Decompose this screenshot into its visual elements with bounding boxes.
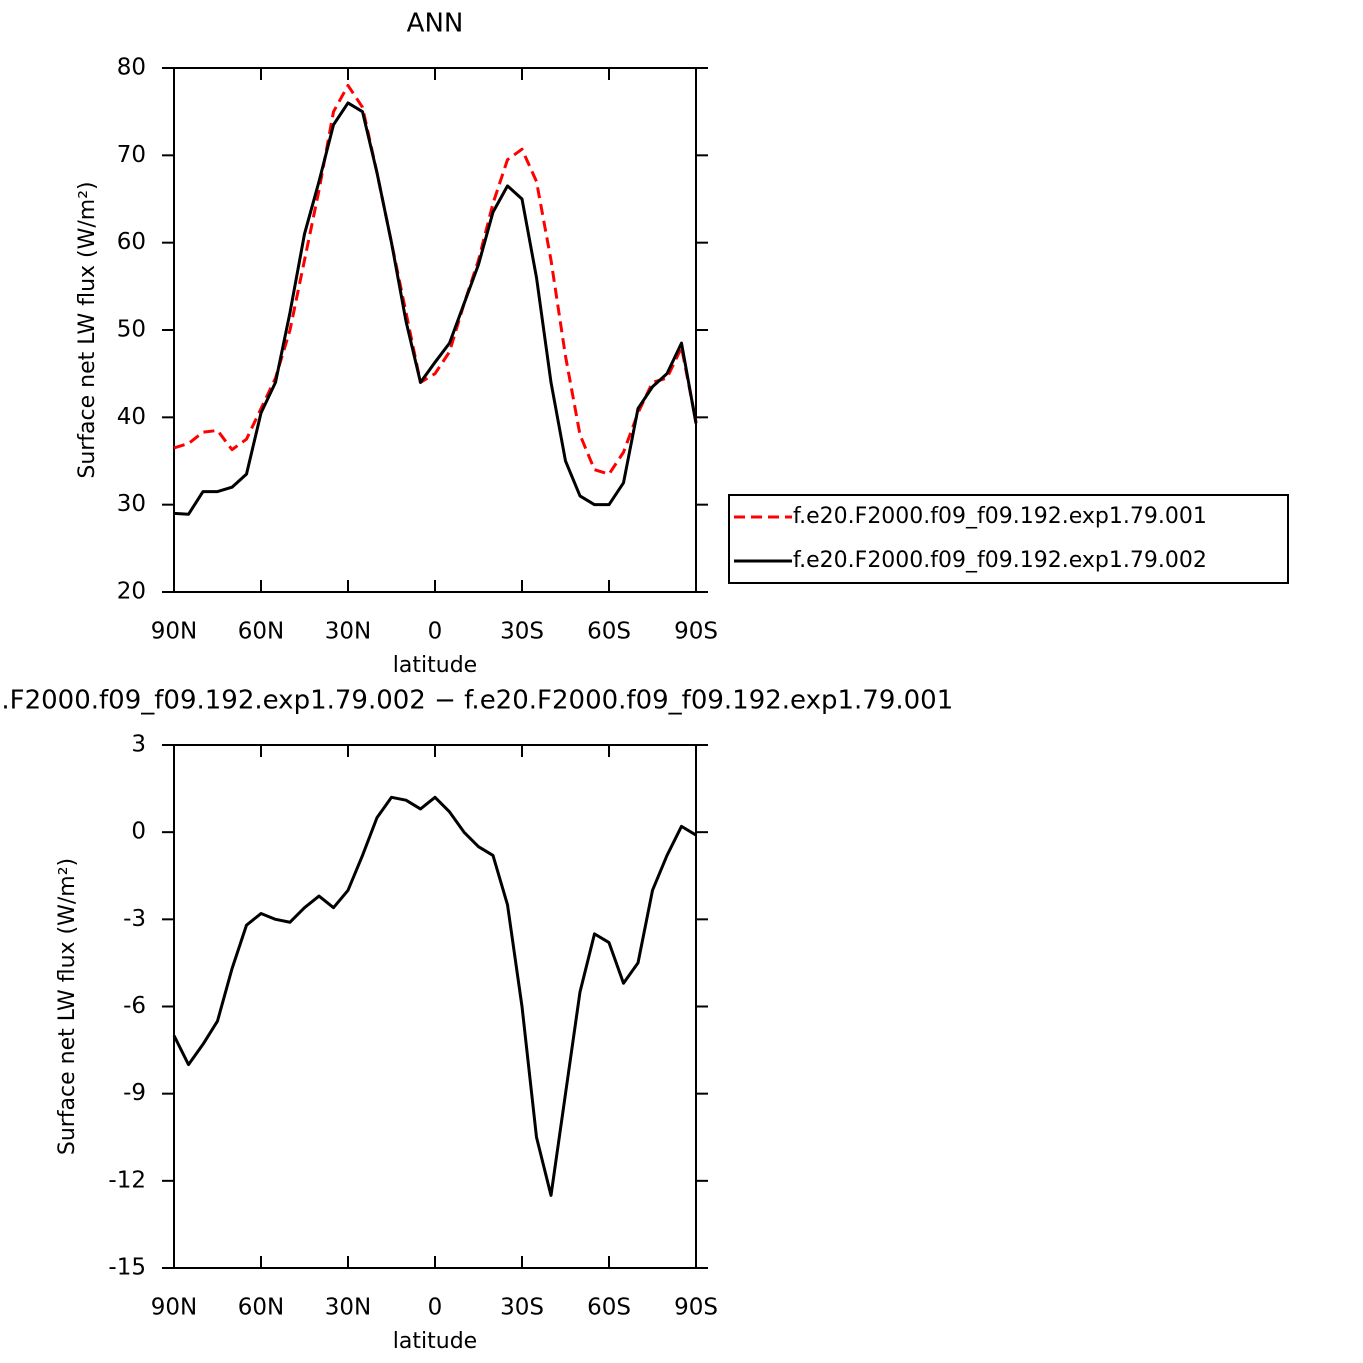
- y-tick-label: -15: [108, 1255, 146, 1281]
- chart-title: f.e20.F2000.f09_f09.192.exp1.79.002 − f.…: [0, 686, 953, 716]
- y-tick-label: 60: [117, 229, 146, 255]
- y-tick-label: 80: [117, 55, 146, 81]
- line: [173, 101, 698, 516]
- y-tick-label: -3: [123, 906, 146, 932]
- x-axis-label: latitude: [393, 653, 477, 678]
- line: [172, 795, 697, 1197]
- x-tick-label: 90N: [151, 619, 197, 645]
- x-tick-label: 0: [428, 619, 443, 645]
- x-tick-label: 90S: [674, 1295, 718, 1321]
- x-tick-label: 60N: [238, 1295, 284, 1321]
- x-tick-label: 90N: [151, 1295, 197, 1321]
- y-tick-label: 0: [131, 819, 146, 845]
- x-axis-label: latitude: [393, 1329, 477, 1354]
- x-tick-label: 30S: [500, 1295, 544, 1321]
- x-tick-label: 60S: [587, 1295, 631, 1321]
- x-tick-label: 0: [428, 1295, 443, 1321]
- plot-frame: [173, 744, 697, 1269]
- y-tick-label: -6: [123, 993, 146, 1019]
- chart-title: ANN: [407, 9, 464, 39]
- y-tick-label: 20: [117, 579, 146, 605]
- x-tick-label: 30N: [325, 1295, 371, 1321]
- y-axis-label: Surface net LW flux (W/m²): [75, 181, 100, 478]
- x-tick-label: 30N: [325, 619, 371, 645]
- y-tick-label: 3: [131, 732, 146, 758]
- legend-label: f.e20.F2000.f09_f09.192.exp1.79.002: [793, 548, 1207, 573]
- x-tick-label: 60S: [587, 619, 631, 645]
- x-tick-label: 60N: [238, 619, 284, 645]
- y-tick-label: -9: [123, 1080, 146, 1106]
- legend-label: f.e20.F2000.f09_f09.192.exp1.79.001: [793, 504, 1207, 529]
- y-tick-label: -12: [108, 1167, 146, 1193]
- x-tick-label: 90S: [674, 619, 718, 645]
- y-tick-label: 50: [117, 317, 146, 343]
- plot-frame: [173, 67, 697, 593]
- y-tick-label: 70: [117, 142, 146, 168]
- y-tick-label: 30: [117, 491, 146, 517]
- legend-box: [728, 494, 1289, 584]
- y-axis-label: Surface net LW flux (W/m²): [55, 858, 80, 1155]
- y-tick-label: 40: [117, 404, 146, 430]
- line: [173, 83, 698, 476]
- x-tick-label: 30S: [500, 619, 544, 645]
